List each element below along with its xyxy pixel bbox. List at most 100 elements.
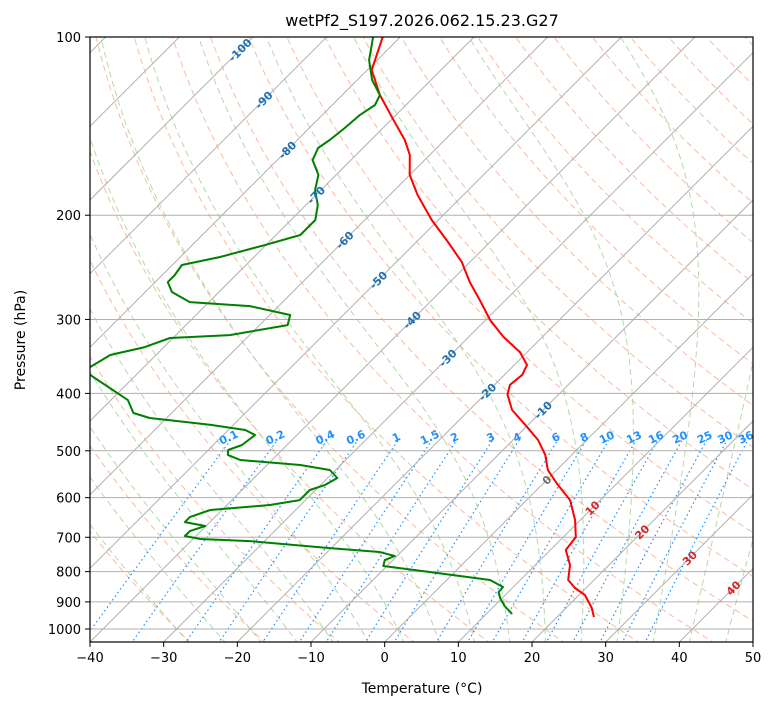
isotherm-line: [90, 37, 549, 496]
isotherm-line: [457, 346, 753, 642]
y-tick-label: 200: [56, 209, 81, 224]
mixing-ratio-label: 0.1: [217, 428, 240, 448]
dry-adiabat: [400, 37, 753, 406]
moist-adiabat: [90, 425, 262, 642]
isotherm-label: -70: [305, 183, 328, 206]
temperature-profile-line: [370, 37, 595, 618]
mixing-ratio-label: 0.2: [264, 428, 287, 448]
mixing-ratio-line: [435, 439, 559, 642]
moist-adiabat: [100, 37, 440, 642]
mixing-ratio-label: 36: [736, 428, 756, 446]
mixing-ratio-line: [298, 439, 433, 642]
mixing-ratio-label: 6: [550, 430, 563, 445]
axes: −40 −30 −20 −10 0 10 20 30 40 5010020030040050060…: [48, 31, 761, 666]
mixing-ratio-label: 1.5: [418, 428, 441, 448]
mixing-ratio-line: [572, 440, 683, 642]
profile-lines: [90, 37, 595, 618]
dry-adiabat: [90, 355, 340, 642]
dewpoint-profile-line: [90, 37, 513, 615]
y-tick-label: 700: [56, 531, 81, 546]
mixing-ratio-line: [621, 440, 728, 642]
mixing-ratio-label: 16: [646, 428, 666, 446]
isotherm-line: [604, 493, 753, 642]
background-lines: [90, 37, 753, 642]
y-tick-label: 900: [56, 596, 81, 611]
moist-adiabat: [90, 136, 405, 642]
dry-adiabat: [133, 37, 640, 642]
y-tick-label: 100: [56, 31, 81, 46]
x-axis-label: Temperature (°C): [361, 681, 483, 697]
dry-adiabat: [515, 37, 753, 284]
dry-adiabat: [477, 37, 753, 324]
moist-adiabat: [90, 370, 298, 642]
mixing-ratio-label: 25: [695, 429, 714, 447]
y-tick-label: 500: [56, 445, 81, 460]
mixing-ratio-label: 1: [390, 430, 402, 445]
moist-adiabat: [90, 307, 334, 642]
dry-adiabat: [90, 444, 266, 642]
mixing-ratio-line: [545, 440, 659, 642]
isotherm-label: -60: [333, 228, 356, 251]
isotherm-line: [90, 37, 475, 422]
y-tick-label: 1000: [48, 623, 81, 638]
dry-adiabat: [705, 37, 753, 86]
isotherm-line: [90, 37, 623, 570]
isotherm-line: [236, 125, 753, 642]
mixing-ratio-label: 0.4: [314, 427, 337, 447]
isotherm-line: [310, 199, 753, 642]
x-tick-label: 10: [450, 651, 467, 666]
dry-adiabat: [438, 37, 753, 365]
isotherm-line: [383, 272, 753, 642]
mixing-ratio-label: 2: [448, 430, 460, 445]
mixing-ratio-label: 30: [716, 428, 736, 446]
mixing-ratio-label: 0.6: [344, 427, 367, 447]
isotherm-line: [162, 51, 753, 642]
plot-frame: [89, 36, 754, 643]
dry-adiabat: [591, 37, 753, 204]
isotherm-line: [752, 641, 753, 642]
dry-adiabat: [324, 37, 753, 491]
mixing-ratio-label: 10: [597, 428, 617, 446]
x-tick-label: −30: [150, 651, 177, 666]
isotherm-label: -90: [252, 88, 275, 111]
y-tick-label: 300: [56, 313, 81, 328]
mixing-ratio-line: [325, 439, 458, 642]
mixing-ratio-line: [90, 439, 232, 632]
mixing-ratio-line: [185, 439, 328, 642]
moist-adiabat: [90, 476, 226, 642]
mixing-ratio-line: [364, 439, 494, 642]
mixing-ratio-label: 20: [671, 428, 691, 446]
chart-title: wetPf2_S197.2026.062.15.23.G27: [285, 11, 559, 31]
x-tick-label: 20: [524, 651, 541, 666]
mixing-ratio-line: [491, 439, 610, 642]
y-tick-label: 600: [56, 492, 81, 507]
x-tick-label: −20: [224, 651, 251, 666]
moist-adiabat: [353, 37, 585, 642]
isotherm-label: -100: [226, 36, 255, 65]
isotherm-line: [90, 37, 402, 349]
isotherm-line: [90, 37, 696, 642]
moist-adiabat: [198, 37, 511, 642]
mixing-ratio-label: 4: [511, 430, 524, 445]
mixing-ratio-line: [644, 440, 749, 642]
x-tick-label: −40: [76, 651, 103, 666]
y-tick-label: 400: [56, 387, 81, 402]
isotherm-label: -30: [436, 346, 459, 369]
dry-adiabat: [248, 37, 753, 578]
x-tick-label: 0: [381, 651, 389, 666]
x-tick-label: −10: [297, 651, 324, 666]
mixing-ratio-line: [599, 440, 708, 642]
dry-adiabat: [90, 150, 490, 642]
y-tick-label: 800: [56, 566, 81, 581]
isotherm-line: [531, 420, 753, 642]
moist-adiabat: [688, 359, 753, 642]
y-axis-label: Pressure (hPa): [13, 290, 29, 390]
mixing-ratio-line: [218, 439, 359, 642]
x-tick-label: 50: [745, 651, 762, 666]
dry-adiabat: [667, 37, 753, 125]
x-tick-label: 40: [671, 651, 688, 666]
isotherm-line: [90, 37, 254, 201]
dry-adiabat: [90, 259, 415, 642]
mixing-ratio-label: 13: [624, 429, 643, 447]
